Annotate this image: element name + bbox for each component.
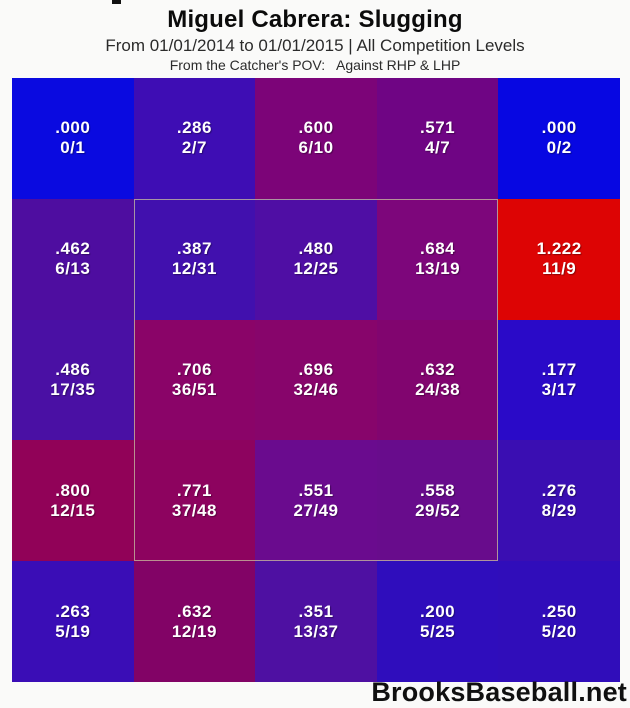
cell-count: 2/7	[181, 138, 207, 158]
cell-count: 12/31	[171, 259, 217, 279]
heatmap-cell-r2c4: .684 13/19	[376, 198, 499, 320]
cell-slugging-value: .462	[55, 239, 91, 259]
cell-count: 37/48	[171, 500, 217, 520]
cell-slugging-value: .632	[176, 601, 212, 621]
cell-count: 0/1	[60, 138, 86, 158]
heatmap-cell-r1c5: .000 0/2	[498, 78, 620, 199]
heatmap-cell-r2c1: .462 6/13	[12, 198, 134, 320]
page-title: Miguel Cabrera: Slugging	[167, 6, 463, 33]
cell-slugging-value: .177	[541, 359, 577, 379]
cell-slugging-value: .286	[176, 118, 212, 138]
pov-subtitle: From the Catcher's POV: Against RHP & LH…	[169, 57, 461, 73]
cell-slugging-value: .486	[55, 359, 91, 379]
cell-count: 4/7	[425, 138, 451, 158]
cell-count: 8/29	[541, 500, 577, 520]
heatmap-cell-r2c3: .480 12/25	[255, 198, 377, 320]
cell-count: 36/51	[171, 379, 217, 399]
heatmap-cell-r2c5: 1.222 11/9	[498, 198, 620, 320]
cell-slugging-value: .800	[55, 480, 91, 500]
heatmap-cell-r4c4: .558 29/52	[376, 440, 499, 562]
cell-count: 5/20	[541, 621, 577, 641]
cell-slugging-value: .387	[176, 239, 212, 259]
cell-count: 29/52	[415, 500, 461, 520]
heatmap-cell-r5c4: .200 5/25	[376, 561, 499, 682]
cell-slugging-value: .276	[541, 480, 577, 500]
cell-count: 13/37	[293, 621, 339, 641]
heatmap-cell-r1c4: .571 4/7	[376, 78, 499, 199]
cell-count: 24/38	[415, 379, 461, 399]
cell-slugging-value: .250	[541, 601, 577, 621]
heatmap-cell-r1c1: .000 0/1	[12, 78, 134, 199]
cell-count: 32/46	[293, 379, 339, 399]
cell-count: 11/9	[542, 259, 577, 279]
cell-slugging-value: .600	[298, 118, 334, 138]
chart-header: Miguel Cabrera: Slugging From 01/01/2014…	[0, 5, 630, 74]
cell-count: 12/15	[50, 500, 96, 520]
cell-count: 5/25	[420, 621, 456, 641]
watermark-brooksbaseball: BrooksBaseball.net	[371, 677, 627, 707]
cell-count: 13/19	[415, 259, 461, 279]
heatmap-cell-r1c3: .600 6/10	[255, 78, 377, 199]
cell-slugging-value: .000	[55, 118, 91, 138]
slugging-heatmap-grid: .000 0/1.286 2/7.600 6/10.571 4/7.000 0/2.462…	[12, 78, 620, 682]
cell-count: 12/19	[171, 621, 217, 641]
cell-slugging-value: .263	[55, 601, 91, 621]
cell-count: 17/35	[50, 379, 96, 399]
cell-count: 6/10	[298, 138, 334, 158]
cell-slugging-value: .000	[541, 118, 577, 138]
cell-count: 0/2	[546, 138, 572, 158]
cell-count: 5/19	[55, 621, 91, 641]
cell-count: 12/25	[293, 259, 339, 279]
cell-slugging-value: .571	[420, 118, 456, 138]
heatmap-cell-r5c5: .250 5/20	[498, 561, 620, 682]
cell-slugging-value: .480	[298, 239, 334, 259]
cell-slugging-value: .706	[176, 359, 212, 379]
heatmap-cell-r4c1: .800 12/15	[12, 440, 134, 562]
cell-slugging-value: .551	[298, 480, 334, 500]
heatmap-cell-r4c5: .276 8/29	[498, 440, 620, 562]
cell-slugging-value: .351	[298, 601, 334, 621]
date-range-subtitle: From 01/01/2014 to 01/01/2015 | All Comp…	[105, 36, 525, 55]
heatmap-cell-r3c5: .177 3/17	[498, 319, 620, 441]
cell-count: 6/13	[55, 259, 91, 279]
heatmap-cell-r4c3: .551 27/49	[255, 440, 377, 562]
cell-slugging-value: .558	[420, 480, 456, 500]
heatmap-cell-r1c2: .286 2/7	[133, 78, 256, 199]
heatmap-cell-r3c4: .632 24/38	[376, 319, 499, 441]
heatmap-cell-r5c3: .351 13/37	[255, 561, 377, 682]
cell-slugging-value: .632	[420, 359, 456, 379]
cell-slugging-value: .200	[420, 601, 456, 621]
cell-slugging-value: .771	[176, 480, 212, 500]
heatmap-cell-r2c2: .387 12/31	[133, 198, 256, 320]
heatmap-cell-r3c2: .706 36/51	[133, 319, 256, 441]
cell-count: 27/49	[293, 500, 339, 520]
top-tick-mark	[112, 0, 121, 4]
heatmap-cell-r4c2: .771 37/48	[133, 440, 256, 562]
heatmap-cell-r3c3: .696 32/46	[255, 319, 377, 441]
cell-slugging-value: .696	[298, 359, 334, 379]
cell-slugging-value: .684	[420, 239, 456, 259]
cell-slugging-value: 1.222	[536, 239, 582, 259]
cell-count: 3/17	[541, 379, 577, 399]
heatmap-cell-r5c1: .263 5/19	[12, 561, 134, 682]
heatmap-cell-r3c1: .486 17/35	[12, 319, 134, 441]
heatmap-cell-r5c2: .632 12/19	[133, 561, 256, 682]
